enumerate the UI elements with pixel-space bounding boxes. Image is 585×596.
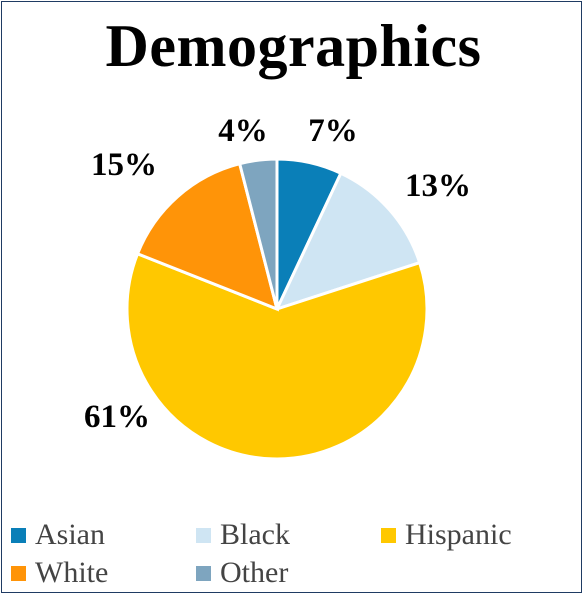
pie-slice-hispanic bbox=[125, 251, 429, 461]
data-label-other: 4% bbox=[218, 113, 268, 149]
legend-item-black: Black bbox=[196, 520, 290, 550]
pie-slices bbox=[125, 157, 429, 461]
chart-title: Demographics bbox=[105, 13, 482, 79]
legend-label: Asian bbox=[35, 518, 105, 551]
legend-swatch bbox=[196, 565, 211, 581]
legend-label: Other bbox=[220, 556, 289, 589]
pie-data-labels: 7% 13% 61% 15% 4% bbox=[84, 113, 471, 435]
legend-swatch bbox=[381, 527, 396, 543]
legend-item-asian: Asian bbox=[11, 520, 105, 550]
legend-item-white: White bbox=[11, 558, 108, 588]
chart-legend: Asian Black Hispanic White Other bbox=[0, 510, 583, 590]
legend-item-other: Other bbox=[196, 558, 288, 588]
legend-swatch bbox=[11, 527, 26, 543]
legend-label: Black bbox=[220, 518, 290, 551]
data-label-asian: 7% bbox=[308, 113, 358, 149]
data-label-white: 15% bbox=[91, 147, 157, 183]
pie-slice-black bbox=[274, 171, 422, 312]
legend-item-hispanic: Hispanic bbox=[381, 520, 512, 550]
legend-label: Hispanic bbox=[405, 518, 512, 551]
legend-swatch bbox=[196, 527, 211, 543]
data-label-black: 13% bbox=[405, 168, 471, 204]
pie-slice-other bbox=[237, 157, 279, 310]
legend-swatch bbox=[11, 565, 26, 581]
legend-label: White bbox=[35, 556, 109, 589]
pie-slice-white bbox=[135, 161, 280, 312]
data-label-hispanic: 61% bbox=[84, 399, 150, 435]
